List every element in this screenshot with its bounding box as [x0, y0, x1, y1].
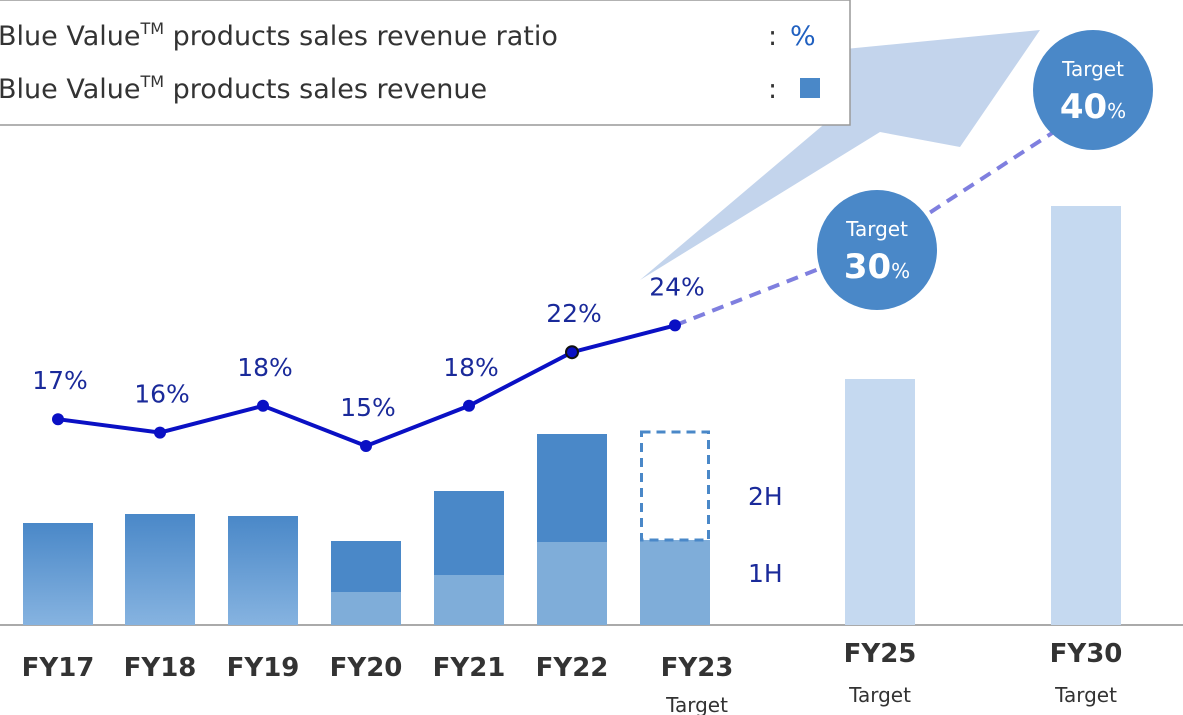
x-tick-label: FY30	[1050, 639, 1123, 669]
data-label: 22%	[546, 299, 602, 328]
bar	[845, 379, 915, 625]
bar	[331, 541, 401, 592]
series-label: 1H	[748, 559, 783, 588]
x-tick-label: FY21	[433, 653, 506, 683]
bar	[537, 542, 607, 625]
bar	[640, 430, 710, 542]
legend-box	[0, 0, 851, 126]
target-unit: %	[1107, 99, 1126, 123]
ratio-point	[360, 440, 372, 452]
target-circle	[817, 190, 937, 310]
x-tick-label: FY19	[227, 653, 300, 683]
bar	[228, 516, 298, 625]
x-tick-label: FY22	[536, 653, 609, 683]
bar	[434, 491, 504, 575]
target-label: Target	[845, 217, 908, 241]
target-unit: %	[891, 259, 910, 283]
legend-name: Blue Value	[0, 21, 140, 52]
target-label: Target	[1061, 57, 1124, 81]
legend-text: Blue ValueTM products sales revenue	[0, 72, 487, 105]
data-label: 18%	[237, 353, 293, 382]
x-tick-label: FY25	[844, 639, 917, 669]
bar	[640, 540, 710, 625]
legend-name: Blue Value	[0, 74, 140, 105]
x-tick-sublabel: Target	[848, 683, 911, 707]
bar	[1051, 206, 1121, 625]
bar	[537, 434, 607, 542]
bar	[331, 592, 401, 625]
legend-symbol: %	[790, 21, 816, 52]
ratio-point	[463, 399, 475, 412]
series-label: 2H	[748, 482, 783, 511]
legend-sep: :	[768, 74, 777, 105]
target-number: 30	[844, 247, 891, 287]
target-value: 40%	[1060, 87, 1126, 127]
bar	[125, 514, 195, 625]
x-tick-label: FY20	[330, 653, 403, 683]
legend-tm: TM	[139, 19, 164, 38]
data-label: 15%	[340, 393, 396, 422]
ratio-point	[257, 399, 269, 412]
legend-rest: products sales revenue ratio	[164, 21, 558, 52]
ratio-point	[52, 413, 64, 426]
legend-sep: :	[768, 21, 777, 52]
x-tick-label: FY23	[661, 653, 734, 683]
x-tick-sublabel: Target	[1054, 683, 1117, 707]
legend-swatch	[800, 78, 820, 98]
x-tick-label: FY18	[124, 653, 197, 683]
data-label: 17%	[32, 366, 88, 395]
growth-arrow	[640, 30, 1040, 280]
bar	[23, 523, 93, 625]
ratio-point	[669, 319, 681, 332]
legend-tm: TM	[139, 72, 164, 91]
target-number: 40	[1060, 87, 1107, 127]
legend-text: Blue ValueTM products sales revenue rati…	[0, 19, 558, 52]
legend-rest: products sales revenue	[164, 74, 487, 105]
target-circle	[1033, 30, 1153, 150]
x-tick-sublabel: Target	[665, 693, 728, 715]
data-label: 16%	[134, 380, 190, 409]
bar	[434, 575, 504, 625]
data-label: 24%	[649, 272, 705, 301]
data-label: 18%	[443, 353, 499, 382]
ratio-point	[154, 426, 166, 439]
target-value: 30%	[844, 247, 910, 287]
ratio-point	[565, 345, 579, 360]
x-tick-label: FY17	[22, 653, 95, 683]
